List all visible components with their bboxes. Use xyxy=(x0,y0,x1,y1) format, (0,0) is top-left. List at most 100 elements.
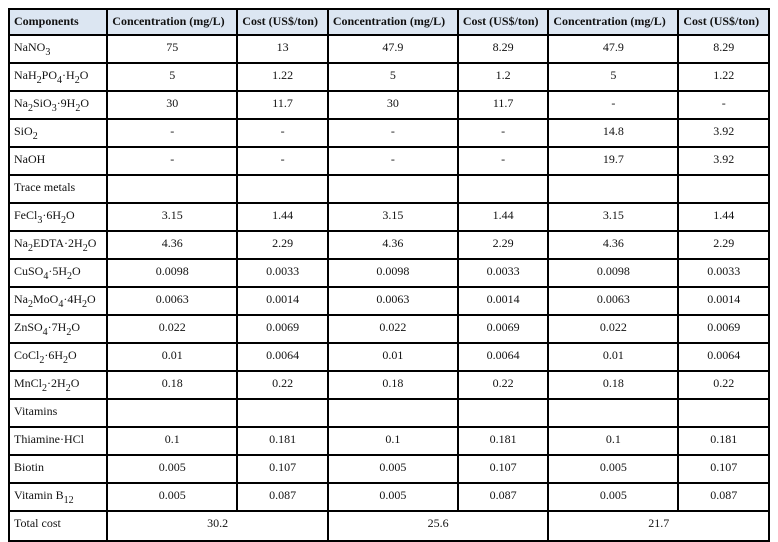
concentration-cell: 0.005 xyxy=(547,454,680,484)
cost-cell: 11.7 xyxy=(456,90,550,120)
subscript: 2 xyxy=(61,215,67,226)
formula-text: Vitamin B xyxy=(14,488,64,502)
cost-cell: 2.29 xyxy=(456,230,550,260)
component-name: NaNO3 xyxy=(7,34,109,64)
cost-cell: - xyxy=(236,146,329,176)
concentration-cell: 0.01 xyxy=(326,342,459,372)
concentration-cell: 0.1 xyxy=(326,426,459,456)
subscript: 2 xyxy=(63,355,69,366)
formula-text: FeCl xyxy=(14,208,38,222)
table-row: Na2MoO4·4H2O 0.0063 0.0014 0.0063 0.0014 0.00… xyxy=(7,286,770,316)
formula-text: ·7H xyxy=(47,320,67,334)
concentration-cell: 47.9 xyxy=(326,34,459,64)
concentration-cell: 0.005 xyxy=(326,482,459,512)
formula-text: O xyxy=(80,96,90,110)
table-row: FeCl3·6H2O 3.15 1.44 3.15 1.44 3.15 1.44 xyxy=(7,202,770,232)
cost-cell: 0.0033 xyxy=(456,258,550,288)
formula-text: MnCl xyxy=(14,376,43,390)
component-name: Na2SiO3·9H2O xyxy=(7,90,109,120)
concentration-cell: 30 xyxy=(326,90,459,120)
cost-cell: 11.7 xyxy=(236,90,329,120)
cost-cell: 13 xyxy=(236,34,329,64)
cost-cell: 1.22 xyxy=(236,62,329,92)
component-name: Vitamin B12 xyxy=(7,482,109,512)
formula-text: MoO xyxy=(33,292,59,306)
concentration-cell: 4.36 xyxy=(106,230,239,260)
cost-cell: 8.29 xyxy=(456,34,550,64)
cost-cell: 0.181 xyxy=(456,426,550,456)
cost-cell: 0.0069 xyxy=(236,314,329,344)
concentration-cell: 0.0063 xyxy=(326,286,459,316)
concentration-cell: 5 xyxy=(106,62,239,92)
formula-text: O xyxy=(71,320,81,334)
cost-cell: 0.0064 xyxy=(236,342,329,372)
cost-cell: 2.29 xyxy=(236,230,329,260)
formula-text: O xyxy=(70,376,80,390)
cost-cell: 1.44 xyxy=(236,202,329,232)
formula-text: Na xyxy=(14,236,28,250)
formula-text: ·6H xyxy=(44,348,64,362)
table-row: Biotin 0.005 0.107 0.005 0.107 0.005 0.107 xyxy=(7,454,770,484)
subscript: 2 xyxy=(74,75,80,86)
subscript: 2 xyxy=(28,103,33,114)
formula-text: ZnSO xyxy=(14,320,43,334)
component-name: FeCl3·6H2O xyxy=(7,202,109,232)
formula-text: SiO xyxy=(33,96,52,110)
cost-cell: 0.22 xyxy=(236,370,329,400)
cost-cell: 0.0033 xyxy=(677,258,770,288)
cost-cell: 0.0069 xyxy=(677,314,770,344)
subscript: 2 xyxy=(28,299,33,310)
component-name: MnCl2·2H2O xyxy=(7,370,109,400)
concentration-cell: - xyxy=(106,118,239,148)
subscript: 2 xyxy=(82,299,88,310)
formula-text: O xyxy=(79,68,89,82)
formula-text: O xyxy=(68,348,77,362)
concentration-cell: 30 xyxy=(106,90,239,120)
formula-text: Na xyxy=(14,96,28,110)
cost-cell: 0.22 xyxy=(677,370,770,400)
concentration-cell: 3.15 xyxy=(326,202,459,232)
concentration-cell: 0.18 xyxy=(106,370,239,400)
formula-text: Thiamine·HCl xyxy=(14,432,84,446)
concentration-cell: 0.005 xyxy=(106,482,239,512)
concentration-cell: 0.022 xyxy=(547,314,680,344)
cost-cell: 1.2 xyxy=(456,62,550,92)
cost-cell xyxy=(677,398,770,428)
cost-cell: 0.0064 xyxy=(456,342,550,372)
total-cost-value: 30.2 xyxy=(106,510,329,542)
concentration-cell: 0.005 xyxy=(106,454,239,484)
formula-text: CuSO xyxy=(14,264,44,278)
cost-cell: 0.0033 xyxy=(236,258,329,288)
subscript: 2 xyxy=(36,75,42,86)
header-row: Components Concentration (mg/L) Cost (US$/… xyxy=(7,8,770,36)
cost-cell: - xyxy=(236,118,329,148)
concentration-cell: 0.1 xyxy=(547,426,680,456)
formula-text: PO xyxy=(41,68,58,82)
total-row: Total cost 30.2 25.6 21.7 xyxy=(7,510,770,542)
cost-cell xyxy=(236,174,329,204)
component-name: Trace metals xyxy=(7,174,109,204)
concentration-cell: 0.022 xyxy=(106,314,239,344)
formula-text: O xyxy=(87,292,96,306)
total-cost-value: 21.7 xyxy=(547,510,770,542)
formula-text: EDTA·2H xyxy=(33,236,83,250)
concentration-cell: - xyxy=(547,90,680,120)
concentration-cell: 0.0098 xyxy=(106,258,239,288)
component-name: Na2MoO4·4H2O xyxy=(7,286,109,316)
concentration-cell: 0.01 xyxy=(106,342,239,372)
formula-text: NaH xyxy=(14,68,37,82)
concentration-cell xyxy=(106,174,239,204)
cost-cell: 0.087 xyxy=(677,482,770,512)
table-row: NaH2PO4·H2O 5 1.22 5 1.2 5 1.22 xyxy=(7,62,770,92)
cost-cell xyxy=(236,398,329,428)
cost-cell: - xyxy=(456,118,550,148)
table-row: Vitamins xyxy=(7,398,770,428)
table-row: Na2SiO3·9H2O 30 11.7 30 11.7- - xyxy=(7,90,770,120)
concentration-cell: 0.022 xyxy=(326,314,459,344)
subscript: 2 xyxy=(82,243,88,254)
total-cost-value: 25.6 xyxy=(326,510,550,542)
concentration-cell: 75 xyxy=(106,34,239,64)
cost-cell: 0.087 xyxy=(236,482,329,512)
cost-cell: 1.44 xyxy=(456,202,550,232)
formula-text: Vitamins xyxy=(14,404,58,418)
